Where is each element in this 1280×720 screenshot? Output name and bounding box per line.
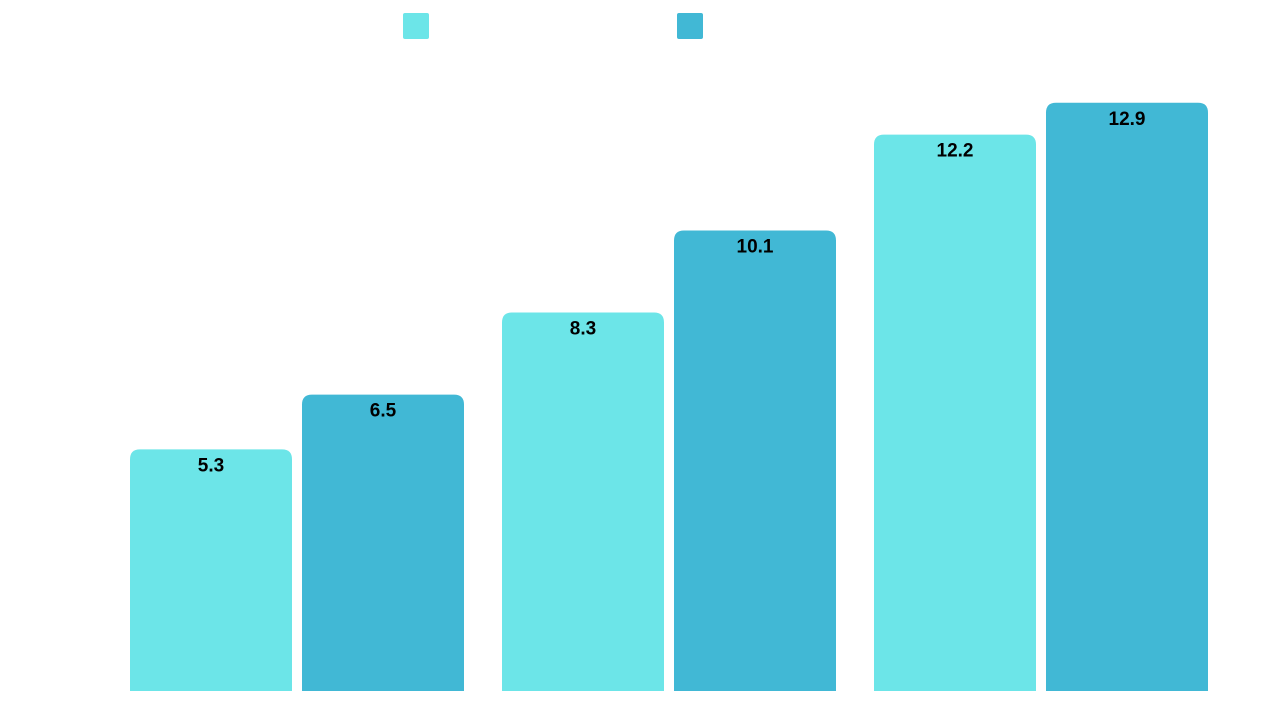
data-label-series-1-category-3: 12.2 [937, 141, 974, 162]
bar-series-1-category-2 [502, 312, 664, 691]
bar-series-2-category-2 [674, 230, 836, 691]
data-label-series-2-category-3: 12.9 [1109, 109, 1146, 130]
data-label-series-2-category-2: 10.1 [737, 236, 774, 257]
bar-series-1-category-3 [874, 134, 1036, 691]
bar-series-2-category-3 [1046, 102, 1208, 691]
bar-series-1-category-1 [130, 449, 292, 691]
data-label-series-2-category-1: 6.5 [370, 401, 397, 422]
legend-swatch-series-1 [403, 13, 429, 39]
data-label-series-1-category-2: 8.3 [570, 319, 596, 340]
legend-swatch-series-2 [677, 13, 703, 39]
data-label-series-1-category-1: 5.3 [198, 455, 224, 476]
bar-series-2-category-1 [302, 394, 464, 691]
